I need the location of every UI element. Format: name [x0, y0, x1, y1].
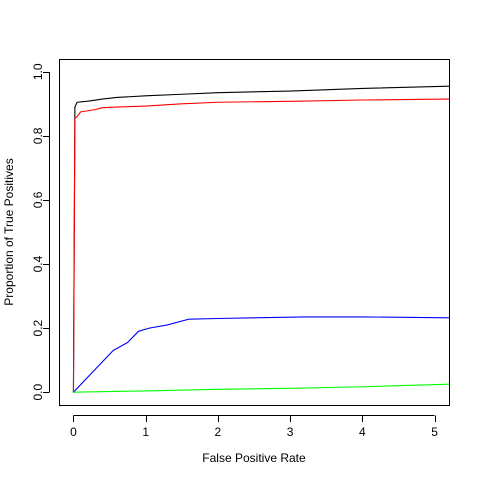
x-tick-label: 1 [142, 425, 149, 439]
x-axis-title: False Positive Rate [202, 451, 306, 465]
x-tick-label: 3 [287, 425, 294, 439]
x-tick-label: 5 [431, 425, 438, 439]
y-tick-label: 0.2 [31, 319, 45, 336]
y-tick-label: 0.0 [31, 384, 45, 401]
y-tick-label: 0.6 [31, 191, 45, 208]
series-line-1 [72, 85, 449, 393]
series-line-4 [72, 383, 449, 393]
y-tick-label: 0.8 [31, 127, 45, 144]
y-axis-title: Proportion of True Positives [2, 158, 16, 305]
series-line-2 [72, 98, 449, 393]
x-tick-label: 0 [70, 425, 77, 439]
x-tick-label: 4 [359, 425, 366, 439]
x-tick-label: 2 [215, 425, 222, 439]
y-axis: 0.0 0.2 0.4 0.6 0.8 1.0 [31, 63, 50, 401]
x-axis: 0 1 2 3 4 5 [70, 415, 438, 439]
series-layer [72, 85, 449, 393]
plot-frame [59, 59, 450, 406]
series-line-3 [72, 316, 449, 393]
y-tick-label: 1.0 [31, 63, 45, 80]
y-tick-label: 0.4 [31, 255, 45, 272]
